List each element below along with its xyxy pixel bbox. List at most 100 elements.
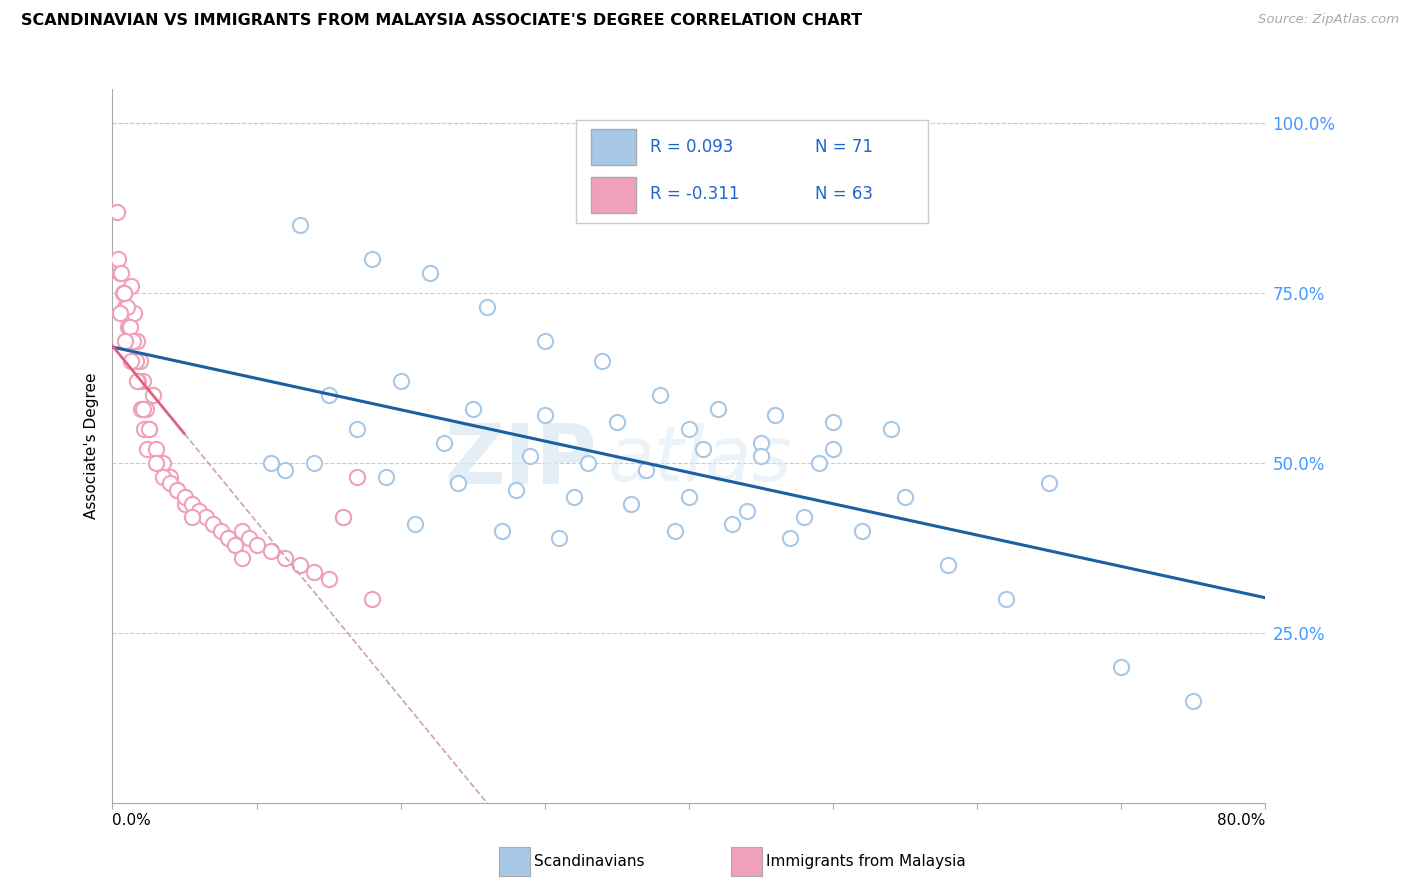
Point — [548, 531, 571, 545]
Point — [304, 456, 326, 470]
Point — [260, 456, 283, 470]
Point — [346, 469, 368, 483]
Point — [114, 334, 136, 348]
Point — [606, 415, 628, 429]
Point — [678, 490, 700, 504]
Point — [111, 286, 134, 301]
Point — [533, 409, 555, 423]
Point — [118, 320, 141, 334]
Point — [332, 510, 354, 524]
Point — [1038, 476, 1060, 491]
Point — [505, 483, 527, 498]
Point — [122, 306, 145, 320]
Point — [145, 442, 167, 457]
Point — [217, 531, 239, 545]
Point — [533, 334, 555, 348]
Point — [166, 483, 188, 498]
Point — [706, 401, 728, 416]
Point — [821, 442, 844, 457]
Point — [202, 517, 225, 532]
Point — [120, 354, 142, 368]
Point — [562, 490, 585, 504]
Point — [648, 388, 672, 402]
Point — [129, 401, 153, 416]
Point — [894, 490, 917, 504]
Point — [1182, 694, 1205, 708]
Text: N = 63: N = 63 — [815, 186, 873, 203]
Point — [138, 422, 160, 436]
Text: Immigrants from Malaysia: Immigrants from Malaysia — [766, 855, 966, 869]
Point — [120, 279, 142, 293]
Point — [419, 266, 441, 280]
Text: Source: ZipAtlas.com: Source: ZipAtlas.com — [1258, 13, 1399, 27]
Point — [152, 456, 174, 470]
Point — [735, 503, 758, 517]
Point — [591, 354, 613, 368]
Point — [664, 524, 686, 538]
Point — [749, 435, 772, 450]
Y-axis label: Associate's Degree: Associate's Degree — [83, 373, 98, 519]
Point — [245, 537, 267, 551]
Point — [117, 320, 139, 334]
Point — [288, 218, 311, 232]
Point — [346, 422, 368, 436]
Point — [475, 300, 498, 314]
FancyBboxPatch shape — [591, 128, 636, 164]
Text: N = 71: N = 71 — [815, 138, 873, 156]
Point — [209, 524, 232, 538]
Point — [145, 456, 167, 470]
Text: Scandinavians: Scandinavians — [534, 855, 645, 869]
Point — [332, 510, 354, 524]
Point — [360, 252, 382, 266]
Point — [132, 375, 155, 389]
Point — [238, 531, 260, 545]
Text: ZIP: ZIP — [444, 420, 596, 500]
Point — [821, 415, 844, 429]
Point — [318, 388, 340, 402]
Point — [195, 510, 218, 524]
Point — [127, 375, 149, 389]
Point — [138, 422, 160, 436]
Point — [360, 591, 382, 606]
Point — [288, 558, 311, 572]
Point — [389, 375, 412, 389]
Point — [678, 422, 700, 436]
Point — [188, 503, 211, 517]
Point — [125, 334, 148, 348]
Point — [159, 476, 181, 491]
Point — [260, 544, 283, 558]
Point — [692, 442, 714, 457]
Point — [807, 456, 830, 470]
Point — [1111, 660, 1133, 674]
Point — [779, 531, 801, 545]
Point — [995, 591, 1018, 606]
Point — [231, 551, 253, 566]
Point — [304, 565, 326, 579]
Point — [128, 354, 150, 368]
Point — [634, 463, 657, 477]
FancyBboxPatch shape — [591, 177, 636, 212]
Point — [152, 469, 174, 483]
Point — [173, 490, 195, 504]
Point — [142, 388, 165, 402]
Point — [134, 422, 156, 436]
Point — [461, 401, 484, 416]
Point — [108, 306, 131, 320]
Text: 80.0%: 80.0% — [1218, 814, 1265, 828]
Point — [765, 409, 787, 423]
Point — [491, 524, 513, 538]
Point — [576, 456, 599, 470]
Point — [136, 442, 159, 457]
Point — [224, 537, 246, 551]
Point — [125, 375, 148, 389]
Point — [107, 252, 129, 266]
Point — [114, 300, 136, 314]
Point — [173, 497, 195, 511]
Point — [105, 204, 128, 219]
Point — [274, 551, 297, 566]
Point — [519, 449, 541, 463]
Point — [159, 469, 181, 483]
Point — [110, 266, 132, 280]
Point — [124, 354, 146, 368]
Point — [112, 286, 135, 301]
